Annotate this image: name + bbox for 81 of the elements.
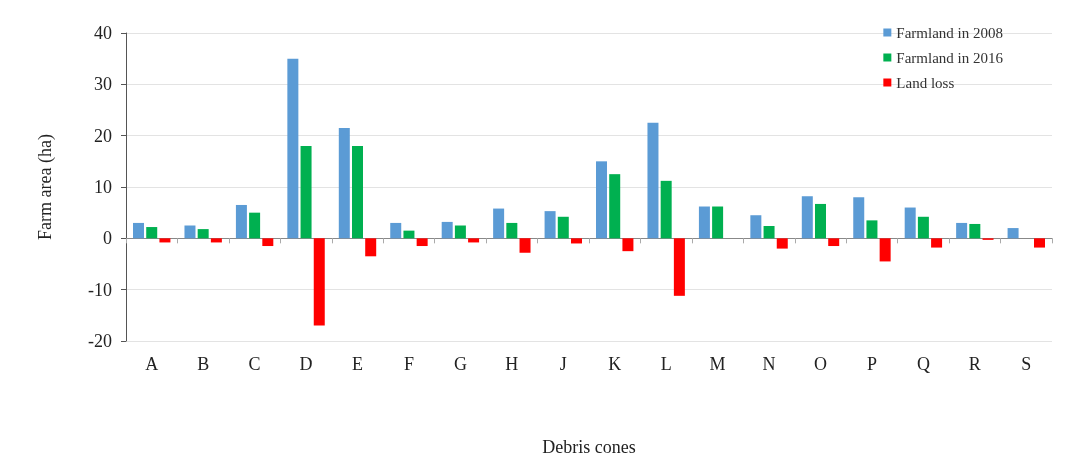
bar — [159, 238, 171, 243]
bar — [956, 222, 968, 239]
x-tick-label: N — [762, 354, 776, 374]
bar — [712, 206, 724, 239]
y-tick-label: -20 — [88, 331, 112, 351]
bar — [352, 145, 363, 239]
x-tick-label: M — [709, 354, 726, 374]
bar — [133, 222, 145, 239]
legend-label: Farmland in 2016 — [896, 49, 1004, 66]
bar — [146, 227, 158, 239]
x-tick-label: R — [968, 354, 981, 374]
bar — [557, 216, 569, 239]
y-tick-label: 20 — [94, 125, 112, 146]
bar — [287, 58, 299, 239]
bar — [828, 238, 840, 247]
x-tick-label: F — [403, 354, 414, 374]
bar — [249, 212, 261, 239]
bar — [210, 238, 222, 243]
bar — [506, 222, 518, 239]
bar — [647, 122, 659, 239]
x-tick-label: E — [352, 354, 363, 374]
bar — [815, 203, 826, 239]
x-tick-label: H — [505, 354, 519, 374]
bar — [416, 238, 428, 247]
bar — [262, 238, 274, 247]
y-tick-label: 30 — [94, 74, 112, 95]
bar — [969, 223, 981, 239]
x-tick-label: Q — [916, 354, 930, 374]
bar — [801, 196, 813, 239]
x-tick-label: O — [814, 354, 827, 374]
bar — [853, 197, 865, 239]
bar — [660, 180, 672, 239]
bar — [917, 216, 929, 239]
bar — [776, 238, 788, 249]
bar — [698, 206, 710, 239]
bar — [493, 208, 505, 239]
bar — [184, 225, 196, 239]
y-tick-label: 40 — [94, 23, 112, 43]
bar — [468, 238, 480, 243]
bar — [519, 238, 531, 253]
x-tick-label: K — [608, 354, 622, 374]
x-tick-label: B — [197, 354, 210, 374]
bar — [570, 238, 582, 244]
bar — [931, 238, 943, 248]
bar — [904, 207, 916, 239]
x-tick-label: L — [660, 354, 672, 374]
bar — [879, 238, 891, 262]
y-tick-label: 0 — [103, 228, 112, 249]
x-tick-label: P — [866, 354, 877, 374]
bar — [313, 238, 325, 326]
y-tick-label: 10 — [94, 177, 112, 197]
bar — [403, 230, 415, 239]
bar — [441, 221, 453, 239]
legend-label: Farmland in 2008 — [896, 24, 1003, 41]
bar — [454, 225, 466, 239]
bar — [197, 229, 209, 239]
bar — [338, 127, 350, 239]
bar — [596, 161, 608, 239]
bar — [673, 238, 685, 296]
bar — [390, 222, 402, 239]
x-tick-label: D — [299, 354, 313, 374]
x-axis-title: Debris cones — [542, 437, 636, 457]
x-tick-label: G — [453, 354, 467, 374]
bar — [1007, 228, 1019, 239]
bar — [544, 211, 556, 239]
bar — [763, 226, 775, 239]
bar — [750, 215, 762, 239]
bar — [622, 238, 634, 252]
bar — [365, 238, 377, 257]
x-tick-label: S — [1021, 354, 1032, 374]
x-tick-label: A — [145, 354, 159, 374]
y-tick-label: -10 — [88, 279, 112, 300]
x-tick-label: C — [248, 354, 261, 374]
bar — [235, 204, 247, 239]
bar — [609, 174, 621, 239]
x-tick-label: J — [559, 354, 567, 374]
bar — [1033, 238, 1045, 248]
bar — [300, 145, 312, 239]
bar — [866, 220, 878, 239]
legend-label: Land loss — [896, 74, 955, 91]
y-axis-title: Farm area (ha) — [35, 134, 56, 240]
